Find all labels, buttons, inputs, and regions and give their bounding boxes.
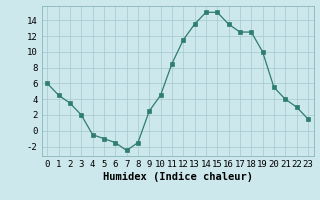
X-axis label: Humidex (Indice chaleur): Humidex (Indice chaleur) [103,172,252,182]
